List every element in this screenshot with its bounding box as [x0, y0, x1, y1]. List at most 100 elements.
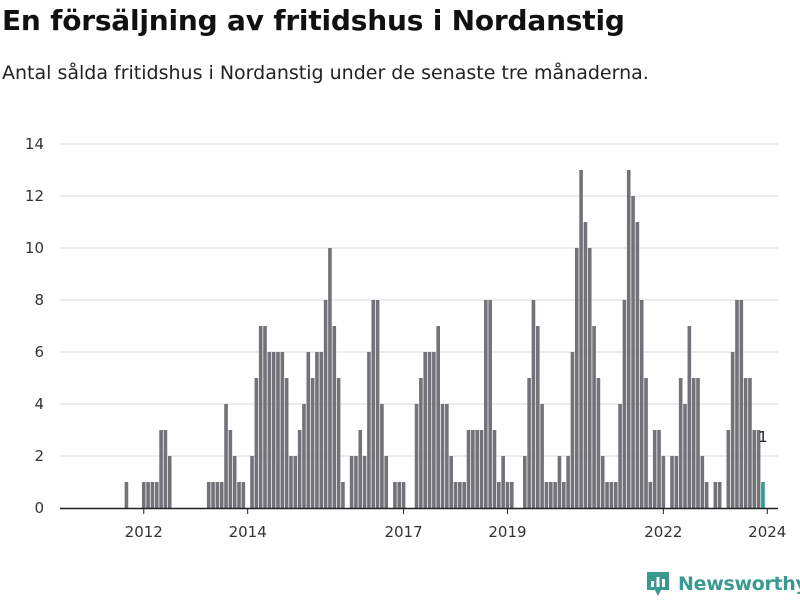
bar	[600, 456, 605, 508]
x-tick-label: 2019	[488, 523, 526, 541]
bar	[587, 248, 592, 508]
bar	[445, 404, 449, 508]
bar	[670, 456, 674, 508]
bar	[250, 456, 254, 508]
bar	[362, 456, 367, 508]
bar	[548, 482, 553, 508]
bar	[436, 326, 440, 508]
bar	[380, 404, 384, 508]
bar	[302, 404, 306, 508]
bar	[531, 300, 536, 508]
bar	[211, 482, 215, 508]
bar	[419, 378, 423, 508]
bar	[618, 404, 622, 508]
bar	[497, 482, 501, 508]
x-tick-label: 2022	[644, 523, 682, 541]
bar	[371, 300, 376, 508]
bar	[228, 430, 233, 508]
bar	[492, 430, 497, 508]
bar	[427, 352, 432, 508]
bar	[609, 482, 614, 508]
bar	[358, 430, 363, 508]
bar	[726, 430, 731, 508]
bar	[605, 482, 609, 508]
bar-chart: 0 2 4 6 8 10 12 14 2012 2014 2017 2019 2022 2024 1	[25, 135, 786, 541]
bar	[631, 196, 635, 508]
bar	[735, 300, 739, 508]
bar	[566, 456, 570, 508]
bar	[752, 430, 757, 508]
x-tick-label: 2014	[229, 523, 267, 541]
bar	[704, 482, 709, 508]
y-tick-label: 6	[34, 343, 44, 361]
bar	[557, 456, 562, 508]
bar	[393, 482, 397, 508]
bar	[523, 456, 527, 508]
bar	[254, 378, 259, 508]
bar	[561, 482, 566, 508]
bar	[488, 300, 492, 508]
bar	[484, 300, 488, 508]
bar	[678, 378, 683, 508]
bar	[293, 456, 298, 508]
bar	[462, 482, 466, 508]
bar	[206, 482, 211, 508]
bar	[479, 430, 484, 508]
bar	[626, 170, 631, 508]
bar	[289, 456, 293, 508]
bar	[527, 378, 531, 508]
bar	[284, 378, 289, 508]
bar	[544, 482, 549, 508]
bar	[154, 482, 159, 508]
bar	[167, 456, 172, 508]
bar	[596, 378, 601, 508]
bar	[652, 430, 657, 508]
bar	[315, 352, 319, 508]
bar	[397, 482, 402, 508]
bar	[583, 222, 588, 508]
bar	[271, 352, 276, 508]
bar	[739, 300, 744, 508]
bar	[150, 482, 155, 508]
chart-subtitle: Antal sålda fritidshus i Nordanstig unde…	[2, 62, 649, 84]
bar	[743, 378, 748, 508]
bar	[159, 430, 163, 508]
bar	[219, 482, 224, 508]
bar	[384, 456, 389, 508]
bar	[332, 326, 337, 508]
bar	[232, 456, 237, 508]
bar	[414, 404, 419, 508]
bar	[535, 326, 540, 508]
x-tick-label: 2012	[125, 523, 163, 541]
y-tick-label: 14	[25, 135, 44, 153]
bar	[367, 352, 371, 508]
bar	[501, 456, 505, 508]
bar-latest	[761, 482, 765, 508]
bar	[635, 222, 640, 508]
bar-chart-logo-icon	[647, 572, 669, 596]
bar	[341, 482, 345, 508]
bar	[263, 326, 267, 508]
bar	[713, 482, 718, 508]
bar	[124, 482, 129, 508]
bar	[471, 430, 475, 508]
brand-name: Newsworthy	[678, 573, 800, 595]
brand-logo: Newsworthy	[645, 570, 800, 598]
bar	[622, 300, 627, 508]
bar	[280, 352, 285, 508]
bar	[319, 352, 324, 508]
bar	[267, 352, 272, 508]
y-tick-label: 4	[34, 395, 44, 413]
bar	[215, 482, 220, 508]
y-tick-label: 8	[34, 291, 44, 309]
bar	[748, 378, 752, 508]
bar	[691, 378, 696, 508]
bar	[717, 482, 722, 508]
bar	[141, 482, 146, 508]
y-tick-label: 2	[34, 447, 44, 465]
bar	[579, 170, 583, 508]
bar	[570, 352, 575, 508]
bar	[696, 378, 700, 508]
x-tick-label: 2024	[748, 523, 786, 541]
bar	[592, 326, 596, 508]
